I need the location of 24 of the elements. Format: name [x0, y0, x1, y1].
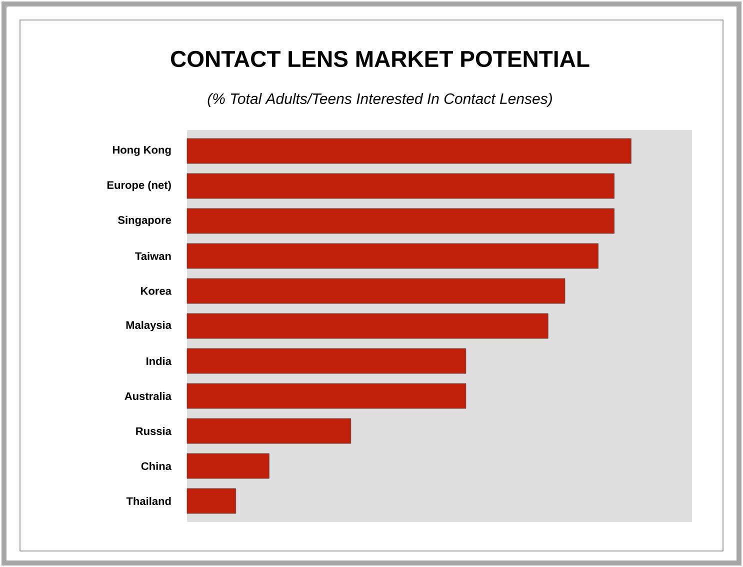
y-tick-label: Taiwan	[135, 252, 171, 260]
y-tick-label: Singapore	[118, 216, 172, 226]
y-tick-label: Malaysia	[126, 320, 172, 332]
bar	[186, 418, 352, 444]
bar	[186, 488, 236, 514]
y-tick-label: China	[141, 462, 172, 470]
y-tick-label: Australia	[124, 392, 172, 400]
bar	[186, 243, 598, 269]
bar	[186, 138, 632, 164]
y-tick-label: Russia	[136, 426, 172, 436]
bar	[186, 278, 566, 304]
y-tick-label: Thailand	[126, 496, 171, 506]
bar	[186, 313, 548, 339]
y-tick-label: Europe (net)	[107, 180, 171, 192]
chart-subtitle: (% Total Adults/Teens Interested In Contact Lenses)	[208, 93, 552, 107]
chart-title: CONTACT LENS MARKET POTENTIAL	[170, 50, 590, 68]
bar	[186, 173, 614, 199]
bar	[186, 348, 466, 374]
y-tick-label: India	[146, 356, 172, 366]
y-tick-label: Hong Kong	[112, 146, 171, 156]
bar	[186, 453, 270, 479]
bar	[186, 383, 466, 409]
bar	[186, 208, 614, 234]
y-tick-label: Korea	[141, 287, 172, 295]
